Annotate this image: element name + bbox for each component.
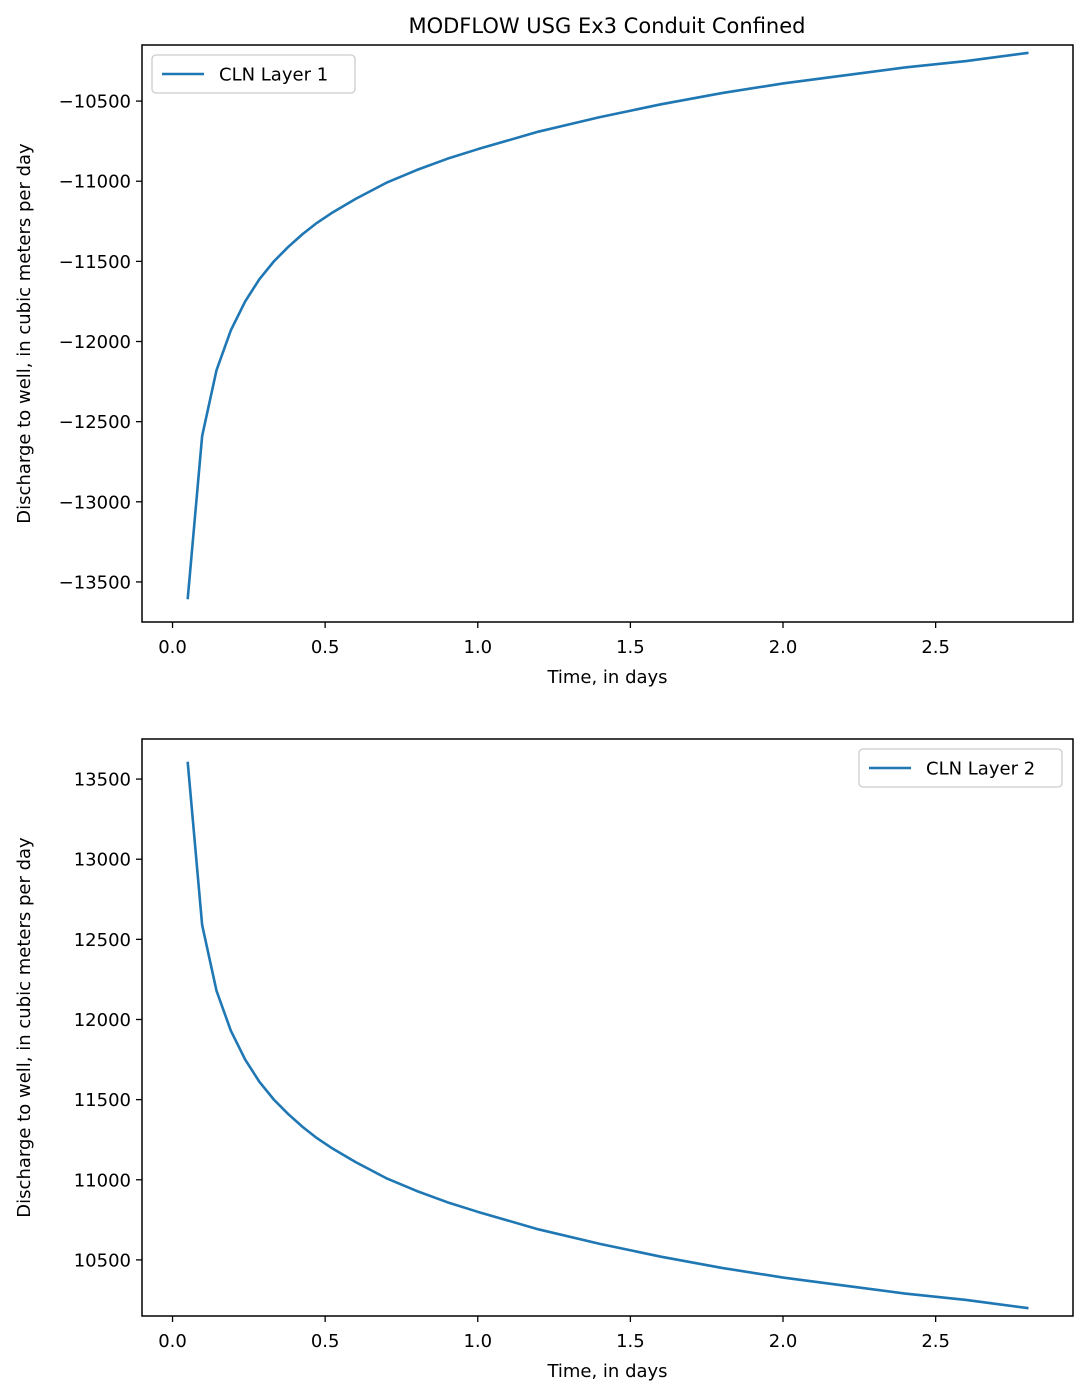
plot-top: 0.0 0.5 1.0 1.5 2.0 2.5 −13500 −13000 −12500 −120… bbox=[14, 44, 1074, 688]
x-tick-label: 2.0 bbox=[769, 1331, 798, 1352]
legend-box bbox=[151, 54, 356, 94]
x-axis-label: Time, in days bbox=[546, 667, 667, 688]
x-tick-label: 2.5 bbox=[921, 1331, 950, 1352]
x-tick-label: 0.0 bbox=[158, 637, 187, 658]
y-tick-label: −10500 bbox=[59, 92, 131, 113]
legend: CLN Layer 2 bbox=[858, 748, 1063, 788]
axes-frame bbox=[141, 44, 1074, 623]
y-tick-label: 13000 bbox=[74, 850, 131, 871]
x-tick-label: 2.0 bbox=[769, 637, 798, 658]
y-tick-label: −12000 bbox=[59, 332, 131, 353]
legend: CLN Layer 1 bbox=[151, 54, 356, 94]
series-line bbox=[186, 761, 1029, 1310]
y-tick-label: 13500 bbox=[74, 770, 131, 791]
y-tick-label: 12500 bbox=[74, 930, 131, 951]
series-line bbox=[186, 51, 1029, 600]
x-tick-label: 0.5 bbox=[311, 1331, 340, 1352]
y-tick-label: 12000 bbox=[74, 1010, 131, 1031]
x-tick-label: 1.5 bbox=[616, 1331, 645, 1352]
legend-label: CLN Layer 1 bbox=[219, 65, 328, 86]
x-tick-label: 1.0 bbox=[463, 637, 492, 658]
legend-box bbox=[858, 748, 1063, 788]
y-tick-label: −11500 bbox=[59, 252, 131, 273]
y-tick-label: −11000 bbox=[59, 172, 131, 193]
chart-title: MODFLOW USG Ex3 Conduit Confined bbox=[408, 14, 805, 38]
y-tick-label: 11500 bbox=[74, 1090, 131, 1111]
x-tick-label: 0.5 bbox=[311, 637, 340, 658]
x-tick-label: 2.5 bbox=[921, 637, 950, 658]
y-axis-label: Discharge to well, in cubic meters per d… bbox=[14, 143, 35, 524]
axes-frame bbox=[141, 738, 1074, 1317]
plot-bottom: 0.0 0.5 1.0 1.5 2.0 2.5 10500 11000 11500 12000 12… bbox=[14, 738, 1074, 1382]
legend-label: CLN Layer 2 bbox=[926, 759, 1035, 780]
x-tick-label: 1.0 bbox=[463, 1331, 492, 1352]
x-tick-label: 0.0 bbox=[158, 1331, 187, 1352]
y-tick-label: −12500 bbox=[59, 412, 131, 433]
y-tick-label: −13500 bbox=[59, 572, 131, 593]
x-tick-label: 1.5 bbox=[616, 637, 645, 658]
x-axis-label: Time, in days bbox=[546, 1361, 667, 1382]
y-axis-label: Discharge to well, in cubic meters per d… bbox=[14, 837, 35, 1218]
y-tick-label: 10500 bbox=[74, 1250, 131, 1271]
y-tick-label: 11000 bbox=[74, 1170, 131, 1191]
y-tick-label: −13000 bbox=[59, 492, 131, 513]
